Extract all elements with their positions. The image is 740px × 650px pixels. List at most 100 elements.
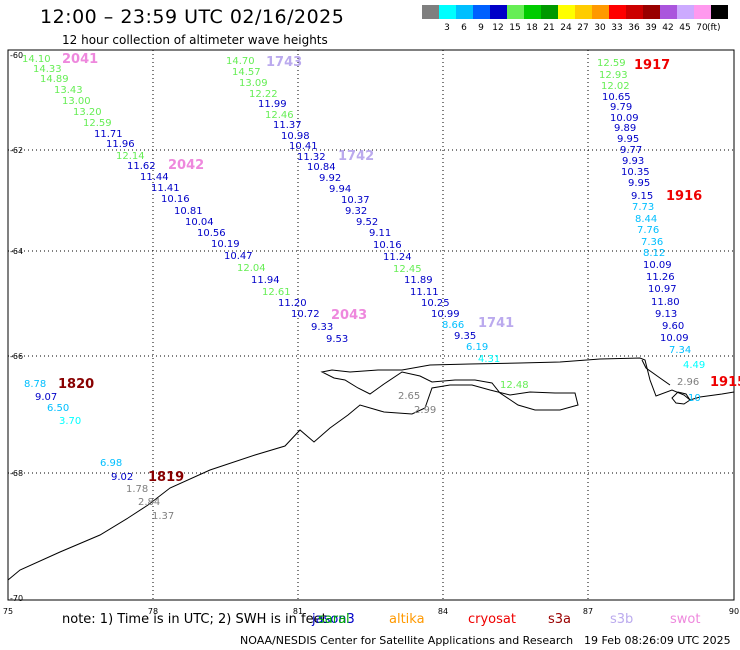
- lon-tick-label: 78: [148, 607, 158, 616]
- lat-tick-label: -70: [10, 594, 23, 603]
- wave-height-value: 9.11: [369, 228, 391, 239]
- wave-height-value: 13.43: [54, 85, 83, 96]
- wave-height-value: 13.20: [73, 107, 102, 118]
- wave-height-value: 9.89: [614, 123, 636, 134]
- lat-tick-label: -62: [10, 146, 23, 155]
- wave-height-value: 10.09: [643, 260, 672, 271]
- scale-label: 18: [526, 23, 538, 33]
- wave-height-value: 10.97: [648, 284, 677, 295]
- wave-height-value: 11.24: [383, 252, 412, 263]
- wave-height-value: 9.95: [628, 178, 650, 189]
- wave-height-value: 11.11: [410, 287, 439, 298]
- scale-label: 45: [679, 23, 691, 33]
- scale-swatch: [473, 5, 490, 19]
- footer-timestamp: 19 Feb 08:26:09 UTC 2025: [584, 634, 731, 647]
- satellite-legend-item: saral: [318, 612, 350, 627]
- lat-tick-label: -66: [10, 352, 23, 361]
- wave-height-value: 11.71: [94, 129, 123, 140]
- wave-height-value: 9.79: [610, 102, 632, 113]
- wave-height-value: 10.37: [341, 195, 370, 206]
- lon-tick-label: 90: [729, 607, 739, 616]
- antarctic-coastline: [7, 357, 735, 581]
- wave-height-value: 14.33: [33, 64, 62, 75]
- scale-label: 21: [543, 23, 555, 33]
- footer-credit: NOAA/NESDIS Center for Satellite Applica…: [240, 634, 574, 647]
- scale-label: 6: [461, 23, 467, 33]
- satellite-legend-item: jason3: [312, 612, 355, 627]
- altimeter-track: 12.5912.9312.0210.659.7910.099.899.959.7…: [597, 58, 705, 388]
- wave-height-value: 4.49: [683, 360, 705, 371]
- wave-height-value: 11.99: [258, 99, 287, 110]
- lon-tick-label: 81: [293, 607, 303, 616]
- wave-height-value: 11.94: [251, 275, 280, 286]
- wave-height-value: 11.26: [646, 272, 675, 283]
- scale-label: 33: [611, 23, 623, 33]
- satellite-legend-item: altika: [389, 612, 425, 627]
- wave-height-value: 14.57: [232, 67, 261, 78]
- wave-height-value: 8.78: [24, 379, 46, 390]
- wave-height-value: 6.19: [466, 342, 488, 353]
- wave-height-value: 10.16: [161, 194, 190, 205]
- scale-label: 12: [492, 23, 504, 33]
- scale-label: 15: [509, 23, 521, 33]
- altimeter-track: 14.1014.3314.8913.4313.0013.2012.5911.71…: [22, 54, 348, 345]
- page-subtitle: 12 hour collection of altimeter wave hei…: [62, 33, 328, 47]
- wave-height-value: 14.70: [226, 56, 255, 67]
- wave-height-value: 3.70: [59, 416, 81, 427]
- scale-swatch: [439, 5, 456, 19]
- wave-height-value: 11.62: [127, 161, 156, 172]
- wave-height-value: 12.02: [601, 81, 630, 92]
- wave-height-value: 7.76: [637, 225, 659, 236]
- wave-height-value: 9.52: [356, 217, 378, 228]
- scale-swatch: [677, 5, 694, 19]
- wave-height-value: 7.73: [632, 202, 654, 213]
- wave-height-value: 10.04: [185, 217, 214, 228]
- altimeter-track: 14.7014.5713.0912.2211.9912.4611.3710.98…: [226, 56, 500, 365]
- lat-tick-label: -68: [10, 469, 23, 478]
- scale-unit-label: (ft): [707, 23, 721, 33]
- scale-swatch: [694, 5, 711, 19]
- wave-height-value: 6.98: [100, 458, 122, 469]
- wave-height-value: 10: [688, 393, 701, 404]
- wave-height-value: 2.65: [398, 391, 420, 402]
- wave-height-value: 12.14: [116, 151, 145, 162]
- satellite-legend-item: s3a: [548, 612, 572, 627]
- wave-height-value: 12.59: [597, 58, 626, 69]
- wave-height-value: 14.89: [40, 74, 69, 85]
- wave-height-value: 1.37: [152, 511, 174, 522]
- scale-label: 39: [645, 23, 657, 33]
- wave-height-value: 10.41: [289, 141, 318, 152]
- track-id-label: 1915: [710, 375, 740, 390]
- scale-swatch: [575, 5, 592, 19]
- wave-height-value: 2.96: [677, 377, 699, 388]
- wave-height-value: 8.66: [442, 320, 464, 331]
- wave-height-value: 8.44: [635, 214, 657, 225]
- wave-height-value: 12.45: [393, 264, 422, 275]
- track-id-labels: 2041 2042 2043 1743 1742 1741 1917 1916 1915 1820…: [58, 52, 740, 485]
- scale-label: 30: [594, 23, 606, 33]
- wave-height-value: 10.16: [373, 240, 402, 251]
- lon-tick-label: 84: [438, 607, 448, 616]
- altimeter-track: 10: [688, 393, 701, 404]
- wave-height-value: 6.50: [47, 403, 69, 414]
- wave-height-value: 10.72: [291, 309, 320, 320]
- wave-height-value: 9.15: [631, 191, 653, 202]
- graticule: [8, 50, 734, 600]
- scale-swatch: [490, 5, 507, 19]
- track-id-label: 1742: [338, 149, 374, 164]
- altimeter-track: 8.78 9.076.50 3.70: [24, 379, 81, 427]
- wave-height-value: 9.77: [620, 145, 642, 156]
- track-id-label: 2043: [331, 308, 367, 323]
- track-id-label: 1743: [266, 55, 302, 70]
- page-title: 12:00 – 23:59 UTC 02/16/2025: [40, 6, 345, 28]
- wave-height-value: 7.34: [669, 345, 691, 356]
- wave-height-value: 9.60: [662, 321, 684, 332]
- wave-height-value: 11.80: [651, 297, 680, 308]
- wave-height-value: 10.99: [431, 309, 460, 320]
- wave-height-value: 11.41: [151, 183, 180, 194]
- scale-swatch: [456, 5, 473, 19]
- track-id-label: 1917: [634, 58, 670, 73]
- wave-height-value: 12.22: [249, 89, 278, 100]
- scale-label: 42: [662, 23, 674, 33]
- lat-tick-label: -60: [10, 51, 23, 60]
